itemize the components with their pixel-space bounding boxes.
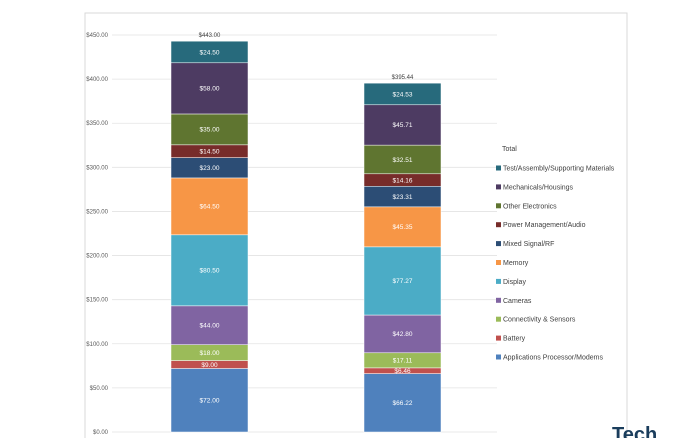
segment-value-label: $6.46: [394, 368, 411, 375]
legend-entry: Test/Assembly/Supporting Materials: [503, 166, 615, 173]
bar-segment: [363, 144, 442, 175]
segment-value-label: $45.35: [393, 224, 413, 231]
legend-swatch: [496, 260, 501, 265]
segment-value-label: $24.53: [393, 91, 413, 98]
legend-entry: Power Management/Audio: [503, 222, 586, 229]
segment-value-label: $35.00: [200, 127, 220, 134]
bar-segment: [170, 40, 249, 64]
legend-swatch: [496, 184, 501, 190]
legend-entry: Mechanicals/Housings: [503, 184, 574, 191]
legend-swatch: [496, 316, 501, 322]
y-tick-label: $50.00: [90, 386, 109, 392]
legend-swatch: [496, 241, 501, 247]
legend-entry: Other Electronics: [503, 203, 557, 210]
y-tick-label: $300.00: [86, 165, 108, 171]
legend-swatch: [496, 222, 501, 228]
bars: $72.00 $9.00 $18.00 $44.00 $80.50 $64.50 $23.0…: [170, 33, 442, 433]
legend-entry: Mixed Signal/RF: [503, 241, 554, 248]
legend-swatch: [496, 278, 501, 284]
legend-swatch: [496, 354, 501, 360]
legend-entry: Cameras: [503, 298, 532, 305]
bar-segment: [170, 62, 249, 115]
legend-swatch: [496, 165, 501, 171]
y-axis: $0.00 $50.00 $100.00 $150.00 $200.00 $250.00 $…: [86, 33, 108, 436]
legend-entry: Display: [503, 279, 526, 286]
segment-value-label: $80.50: [200, 268, 220, 275]
legend-entry: Connectivity & Sensors: [503, 317, 576, 324]
legend-swatch: [496, 335, 501, 341]
legend-entry: Memory: [503, 260, 529, 267]
segment-value-label: $23.31: [393, 194, 413, 201]
segment-value-label: $18.00: [200, 350, 220, 357]
segment-value-label: $77.27: [393, 278, 413, 285]
segment-value-label: $32.51: [393, 157, 413, 164]
segment-value-label: $14.50: [200, 149, 220, 156]
y-tick-label: $0.00: [93, 430, 109, 436]
segment-value-label: $64.50: [200, 204, 220, 211]
bar-segment: [363, 82, 442, 106]
segment-value-label: $58.00: [200, 86, 220, 93]
y-tick-label: $350.00: [86, 121, 108, 127]
bar-segment: [363, 246, 442, 316]
y-tick-label: $400.00: [86, 77, 108, 83]
segment-value-label: $45.71: [393, 122, 413, 129]
legend-title: Total: [502, 146, 517, 153]
segment-value-label: $42.80: [393, 331, 413, 338]
bar-total-label: $443.00: [199, 33, 221, 39]
segment-value-label: $14.16: [393, 177, 413, 184]
bar-segment: [170, 305, 249, 345]
bar-segment: [170, 234, 249, 307]
legend-swatch: [496, 203, 501, 209]
bar-segment: [363, 373, 442, 433]
y-tick-label: $100.00: [86, 342, 108, 348]
bar-segment: [170, 368, 249, 433]
watermark-logo: Tech: [612, 424, 657, 438]
segment-value-label: $23.00: [200, 165, 220, 172]
segment-value-label: $17.11: [393, 358, 413, 365]
segment-value-label: $72.00: [200, 398, 220, 405]
bar-segment: [363, 206, 442, 248]
bar-segment: [363, 314, 442, 354]
bar-segment: [170, 177, 249, 236]
y-tick-label: $250.00: [86, 209, 108, 215]
segment-value-label: $44.00: [200, 323, 220, 330]
legend: Total Test/Assembly/Supporting Materials…: [496, 146, 615, 362]
bar-total-label: $395.44: [392, 75, 414, 81]
legend-entry: Applications Processor/Modems: [503, 355, 603, 362]
y-tick-label: $450.00: [86, 33, 108, 39]
legend-entry: Battery: [503, 336, 526, 343]
bar-segment: [170, 113, 249, 146]
legend-swatch: [496, 297, 501, 303]
bar-segment: [363, 104, 442, 146]
y-tick-label: $200.00: [86, 254, 108, 260]
segment-value-label: $24.50: [200, 49, 220, 56]
segment-value-label: $9.00: [201, 362, 218, 369]
segment-value-label: $66.22: [393, 400, 413, 407]
y-tick-label: $150.00: [86, 298, 108, 304]
